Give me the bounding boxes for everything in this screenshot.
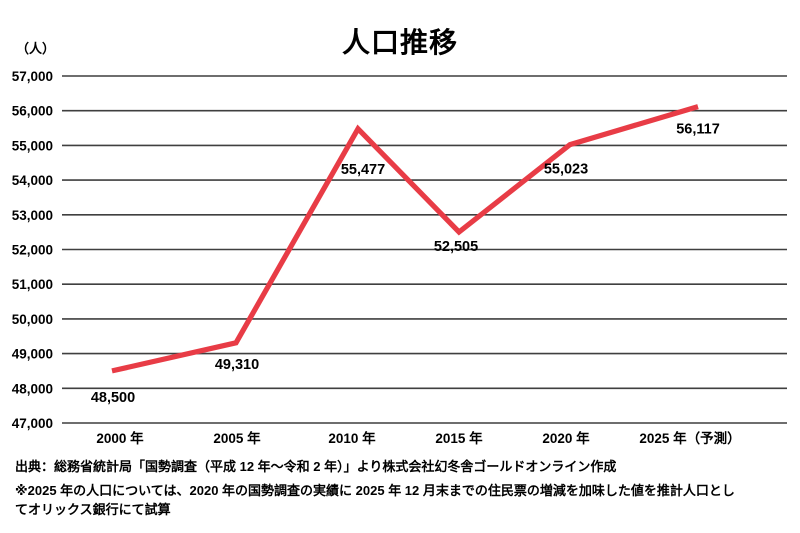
data-label: 55,477 xyxy=(341,162,385,178)
data-label: 48,500 xyxy=(91,390,135,406)
y-tick-label: 47,000 xyxy=(12,416,53,431)
y-tick-label: 53,000 xyxy=(12,208,53,223)
data-label: 49,310 xyxy=(215,357,259,373)
y-tick-label: 54,000 xyxy=(12,173,53,188)
y-tick-label: 48,000 xyxy=(12,381,53,396)
data-label: 56,117 xyxy=(676,122,720,138)
x-tick-label: 2025 年（予測） xyxy=(639,430,740,446)
y-axis-unit-label: （人） xyxy=(16,41,56,56)
footnotes: 出典：総務省統計局「国勢調査（平成 12 年～令和 2 年）」より株式会社幻冬舎… xyxy=(15,458,790,519)
y-tick-label: 55,000 xyxy=(12,138,53,153)
population-line xyxy=(111,104,699,374)
data-label: 52,505 xyxy=(434,239,478,255)
x-tick-label: 2005 年 xyxy=(213,430,261,446)
source-note: 出典：総務省統計局「国勢調査（平成 12 年～令和 2 年）」より株式会社幻冬舎… xyxy=(15,459,617,474)
y-tick-label: 50,000 xyxy=(12,312,53,327)
estimation-note: ※2025 年の人口については、2020 年の国勢調査の実績に 2025 年 1… xyxy=(15,483,735,517)
y-tick-label: 51,000 xyxy=(12,277,53,292)
x-tick-label: 2010 年 xyxy=(328,430,376,446)
y-tick-label: 57,000 xyxy=(12,69,53,84)
x-tick-label: 2015 年 xyxy=(435,430,483,446)
chart-title: 人口推移 xyxy=(341,27,458,58)
y-tick-label: 56,000 xyxy=(12,104,53,119)
x-tick-label: 2020 年 xyxy=(542,430,590,446)
y-tick-label: 49,000 xyxy=(12,347,53,362)
data-label: 55,023 xyxy=(544,162,588,178)
x-tick-label: 2000 年 xyxy=(96,430,144,446)
y-tick-label: 52,000 xyxy=(12,243,53,258)
